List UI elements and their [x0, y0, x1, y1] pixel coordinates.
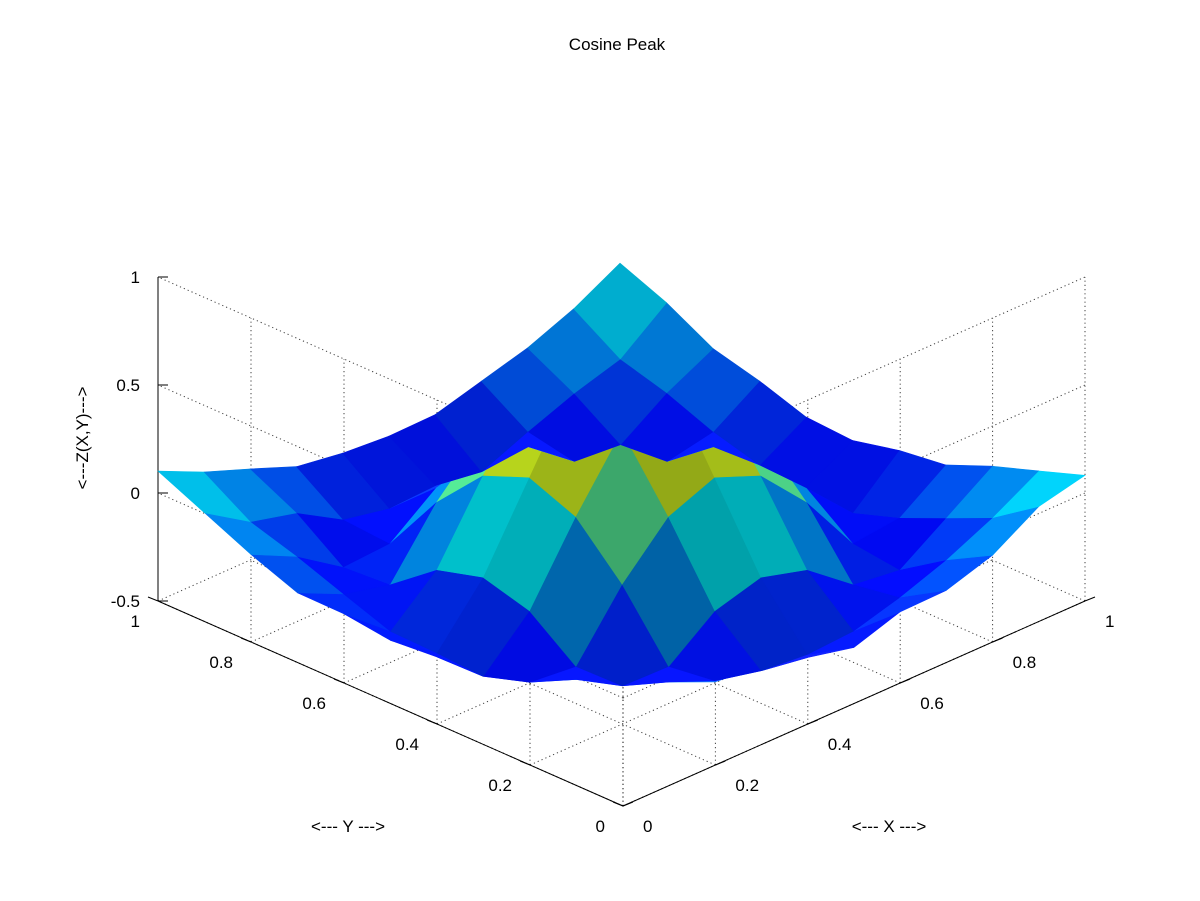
z-tick-label: 1: [131, 268, 140, 287]
y-tick-label: 0: [596, 817, 605, 836]
y-tick-label: 0.4: [395, 735, 419, 754]
x-tick-label: 1: [1105, 612, 1114, 631]
surface-patch: [573, 262, 667, 360]
x-tick-label: 0.2: [735, 776, 759, 795]
x-tick-label: 0.6: [920, 694, 944, 713]
chart-title: Cosine Peak: [569, 35, 666, 54]
y-tick-label: 1: [131, 612, 140, 631]
z-tick-label: -0.5: [111, 592, 140, 611]
x-axis-label: <--- X --->: [852, 817, 927, 836]
x-tick-label: 0.8: [1013, 653, 1037, 672]
x-tick-label: 0.4: [828, 735, 852, 754]
y-tick-label: 0.8: [209, 653, 233, 672]
z-tick-label: 0: [131, 484, 140, 503]
x-tick-label: 0: [643, 817, 652, 836]
y-tick-label: 0.2: [488, 776, 512, 795]
z-axis-label: <---Z(X,Y)--->: [73, 386, 92, 489]
y-tick-label: 0.6: [302, 694, 326, 713]
y-axis-label: <--- Y --->: [311, 817, 385, 836]
z-tick-label: 0.5: [116, 376, 140, 395]
surface: [157, 262, 1086, 687]
